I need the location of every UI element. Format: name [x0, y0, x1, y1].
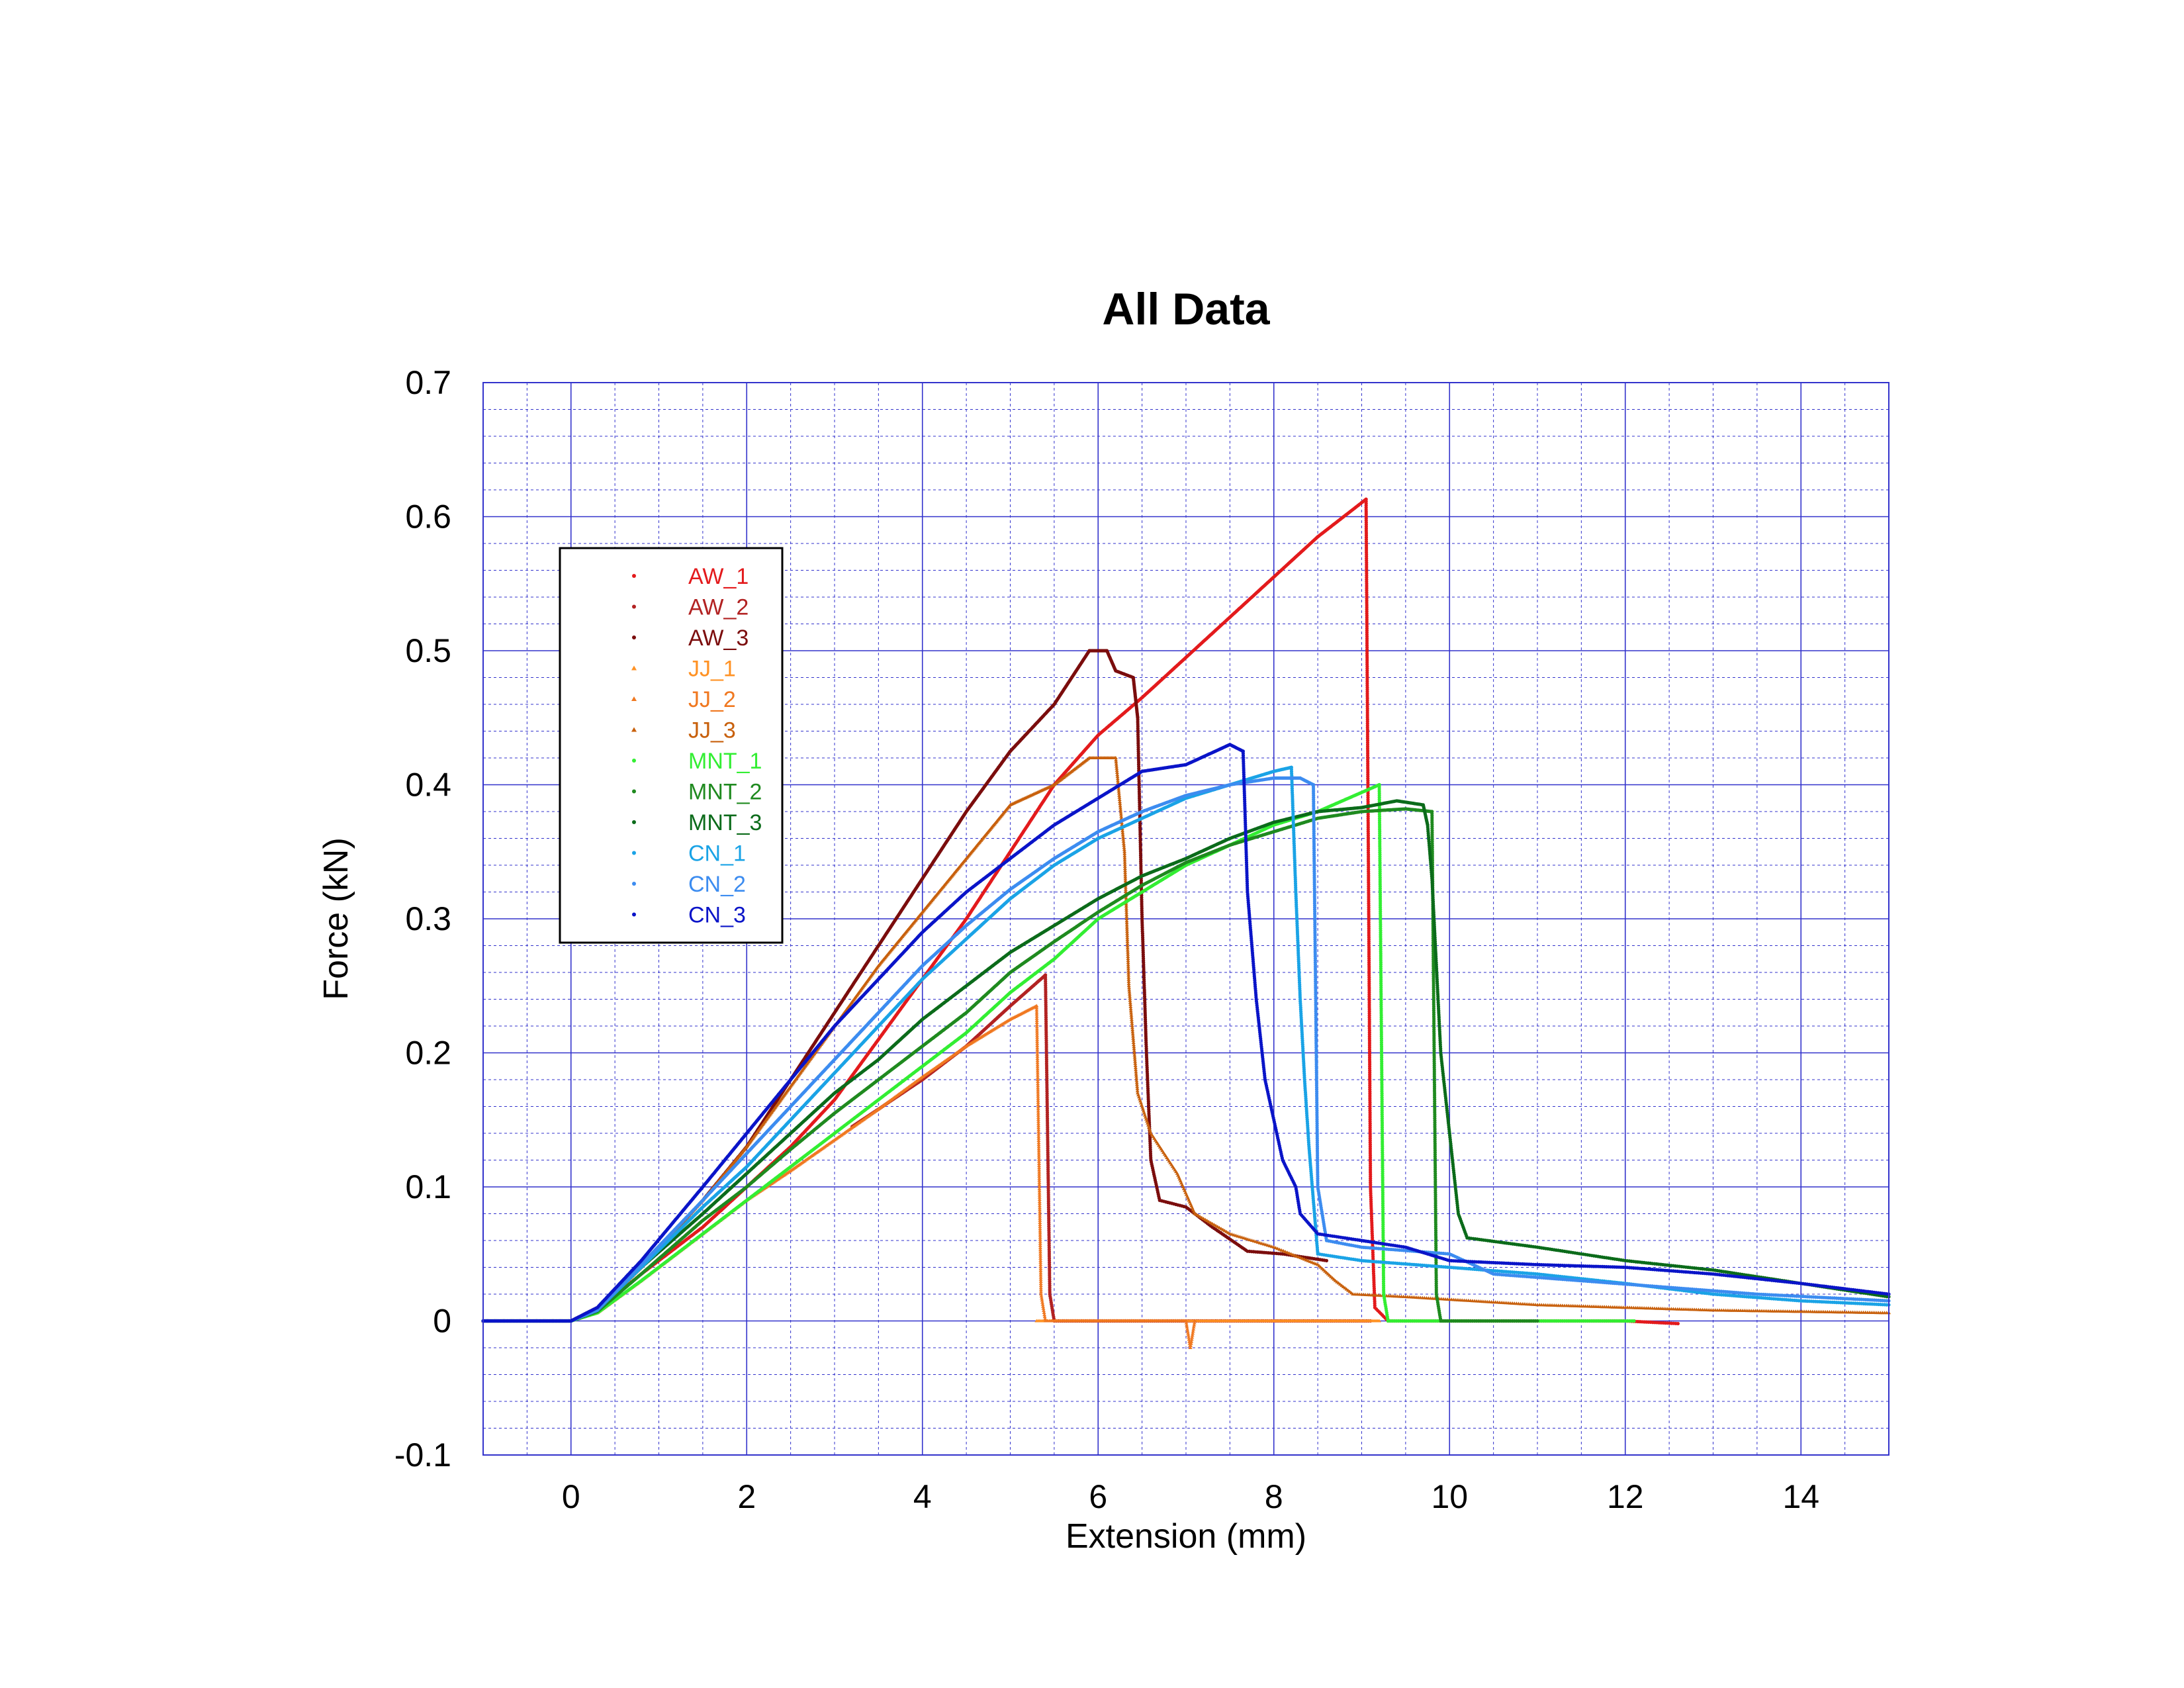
x-tick-label: 0 [562, 1478, 580, 1515]
x-tick-label: 12 [1607, 1478, 1644, 1515]
y-tick-label: 0.7 [405, 364, 451, 401]
y-tick-label: 0.4 [405, 767, 451, 804]
x-tick-label: 2 [737, 1478, 756, 1515]
chart-title: All Data [1102, 284, 1270, 334]
x-tick-label: 14 [1782, 1478, 1819, 1515]
y-tick-label: -0.1 [394, 1436, 451, 1474]
y-tick-label: 0.5 [405, 632, 451, 669]
tick-labels: 0 2 4 6 8 10 12 14 -0.1 0 0.1 0.2 0.3 0.4 0.5 0.6 0.7 [394, 364, 1819, 1515]
y-tick-label: 0 [433, 1303, 451, 1340]
y-tick-label: 0.6 [405, 498, 451, 536]
y-tick-label: 0.2 [405, 1035, 451, 1072]
x-tick-label: 10 [1431, 1478, 1468, 1515]
x-tick-label: 6 [1089, 1478, 1107, 1515]
x-tick-label: 4 [913, 1478, 932, 1515]
x-tick-label: 8 [1265, 1478, 1283, 1515]
data-point [1676, 1321, 1680, 1326]
plot-area [481, 497, 1891, 1349]
y-tick-label: 0.1 [405, 1168, 451, 1205]
y-tick-label: 0.3 [405, 900, 451, 937]
data-point [1324, 1258, 1328, 1262]
